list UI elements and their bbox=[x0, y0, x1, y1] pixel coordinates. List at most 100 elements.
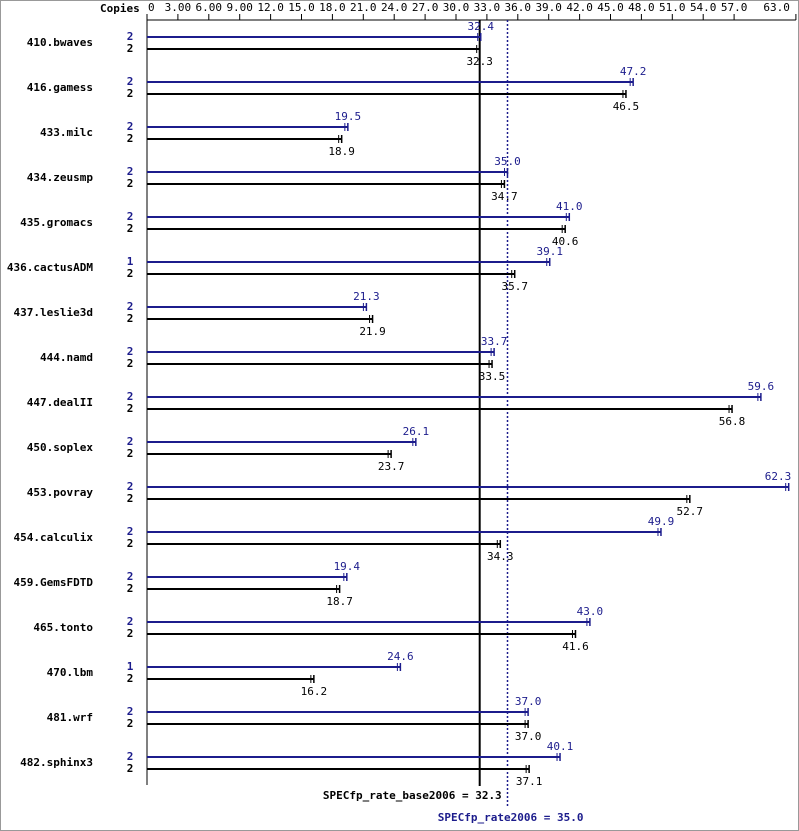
benchmark-label: 453.povray bbox=[27, 486, 94, 499]
x-tick-label: 21.0 bbox=[350, 1, 377, 14]
benchmark-label: 465.tonto bbox=[33, 621, 93, 634]
x-tick-label: 54.0 bbox=[690, 1, 717, 14]
value-label: 34.3 bbox=[487, 550, 514, 563]
x-tick-label: 42.0 bbox=[566, 1, 593, 14]
copies-label: 2 bbox=[127, 402, 134, 415]
value-label: 18.9 bbox=[328, 145, 355, 158]
x-tick-label: 3.00 bbox=[165, 1, 192, 14]
x-tick-label: 12.0 bbox=[257, 1, 284, 14]
copies-label: 2 bbox=[127, 435, 134, 448]
benchmark-label: 482.sphinx3 bbox=[20, 756, 93, 769]
benchmark-label: 434.zeusmp bbox=[27, 171, 94, 184]
benchmark-label: 454.calculix bbox=[14, 531, 94, 544]
copies-label: 2 bbox=[127, 177, 134, 190]
copies-label: 2 bbox=[127, 627, 134, 640]
value-label: 33.5 bbox=[479, 370, 506, 383]
copies-label: 2 bbox=[127, 570, 134, 583]
value-label: 37.0 bbox=[515, 730, 542, 743]
x-tick-label: 15.0 bbox=[288, 1, 315, 14]
x-tick-label: 45.0 bbox=[597, 1, 624, 14]
copies-label: 2 bbox=[127, 30, 134, 43]
x-tick-label: 6.00 bbox=[196, 1, 223, 14]
value-label: 41.6 bbox=[562, 640, 589, 653]
benchmark-label: 433.milc bbox=[40, 126, 93, 139]
x-tick-label: 51.0 bbox=[659, 1, 686, 14]
value-label: 41.0 bbox=[556, 200, 583, 213]
copies-label: 2 bbox=[127, 447, 134, 460]
value-label: 24.6 bbox=[387, 650, 414, 663]
benchmark-label: 481.wrf bbox=[47, 711, 93, 724]
value-label: 49.9 bbox=[648, 515, 675, 528]
copies-label: 2 bbox=[127, 390, 134, 403]
x-tick-label: 39.0 bbox=[535, 1, 562, 14]
copies-label: 2 bbox=[127, 165, 134, 178]
copies-label: 2 bbox=[127, 480, 134, 493]
benchmark-label: 435.gromacs bbox=[20, 216, 93, 229]
value-label: 37.0 bbox=[515, 695, 542, 708]
copies-label: 1 bbox=[127, 255, 134, 268]
copies-header: Copies bbox=[100, 2, 140, 15]
value-label: 26.1 bbox=[403, 425, 430, 438]
copies-label: 2 bbox=[127, 492, 134, 505]
copies-label: 2 bbox=[127, 300, 134, 313]
copies-label: 2 bbox=[127, 75, 134, 88]
copies-label: 2 bbox=[127, 357, 134, 370]
copies-label: 2 bbox=[127, 537, 134, 550]
x-tick-label: 18.0 bbox=[319, 1, 346, 14]
value-label: 35.0 bbox=[494, 155, 521, 168]
value-label: 32.4 bbox=[467, 20, 494, 33]
copies-label: 2 bbox=[127, 210, 134, 223]
value-label: 19.5 bbox=[335, 110, 362, 123]
benchmark-label: 410.bwaves bbox=[27, 36, 93, 49]
value-label: 37.1 bbox=[516, 775, 543, 788]
x-tick-label: 9.00 bbox=[226, 1, 253, 14]
x-tick-label: 57.0 bbox=[721, 1, 748, 14]
value-label: 32.3 bbox=[466, 55, 493, 68]
copies-label: 2 bbox=[127, 672, 134, 685]
copies-label: 2 bbox=[127, 222, 134, 235]
peak-summary-label: SPECfp_rate2006 = 35.0 bbox=[438, 811, 584, 824]
value-label: 56.8 bbox=[719, 415, 746, 428]
x-tick-label: 36.0 bbox=[505, 1, 532, 14]
benchmark-label: 450.soplex bbox=[27, 441, 94, 454]
value-label: 39.1 bbox=[536, 245, 563, 258]
value-label: 18.7 bbox=[326, 595, 353, 608]
benchmark-label: 437.leslie3d bbox=[14, 306, 93, 319]
copies-label: 2 bbox=[127, 525, 134, 538]
copies-label: 2 bbox=[127, 267, 134, 280]
benchmark-label: 436.cactusADM bbox=[7, 261, 93, 274]
copies-label: 2 bbox=[127, 705, 134, 718]
value-label: 43.0 bbox=[577, 605, 604, 618]
value-label: 47.2 bbox=[620, 65, 647, 78]
copies-label: 2 bbox=[127, 132, 134, 145]
base-summary-label: SPECfp_rate_base2006 = 32.3 bbox=[323, 789, 502, 802]
x-tick-label: 24.0 bbox=[381, 1, 408, 14]
value-label: 40.1 bbox=[547, 740, 574, 753]
x-tick-label: 33.0 bbox=[474, 1, 501, 14]
value-label: 19.4 bbox=[334, 560, 361, 573]
copies-label: 2 bbox=[127, 345, 134, 358]
value-label: 21.3 bbox=[353, 290, 380, 303]
copies-label: 2 bbox=[127, 582, 134, 595]
value-label: 59.6 bbox=[748, 380, 775, 393]
value-label: 21.9 bbox=[359, 325, 386, 338]
copies-label: 2 bbox=[127, 762, 134, 775]
value-label: 16.2 bbox=[301, 685, 328, 698]
benchmark-label: 459.GemsFDTD bbox=[14, 576, 94, 589]
value-label: 33.7 bbox=[481, 335, 508, 348]
copies-label: 1 bbox=[127, 660, 134, 673]
benchmark-label: 447.dealII bbox=[27, 396, 93, 409]
benchmark-label: 444.namd bbox=[40, 351, 93, 364]
value-label: 34.7 bbox=[491, 190, 518, 203]
copies-label: 2 bbox=[127, 750, 134, 763]
value-label: 23.7 bbox=[378, 460, 405, 473]
value-label: 46.5 bbox=[613, 100, 640, 113]
x-tick-label: 63.0 bbox=[763, 1, 790, 14]
value-label: 62.3 bbox=[765, 470, 792, 483]
copies-label: 2 bbox=[127, 615, 134, 628]
copies-label: 2 bbox=[127, 87, 134, 100]
x-tick-label: 27.0 bbox=[412, 1, 439, 14]
value-label: 35.7 bbox=[501, 280, 528, 293]
copies-label: 2 bbox=[127, 717, 134, 730]
